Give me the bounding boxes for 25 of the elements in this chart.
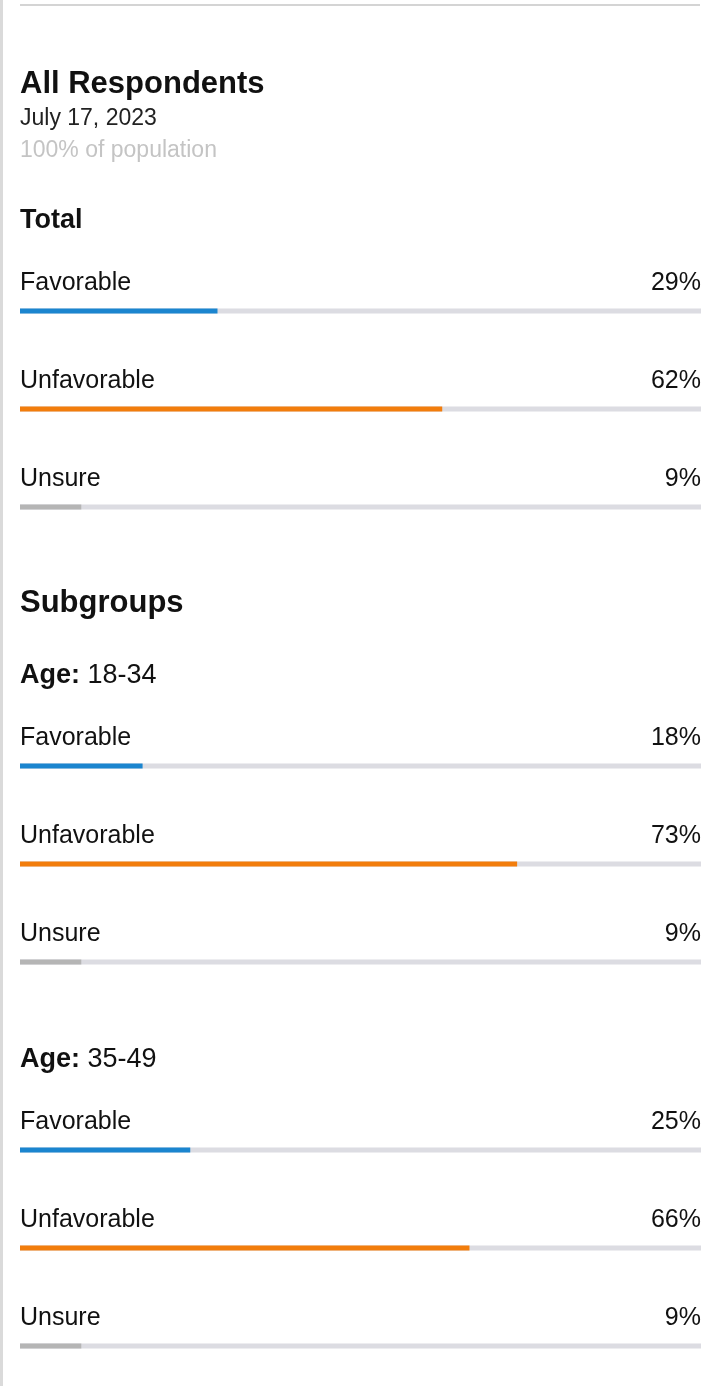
text: 100% of population [20,136,217,162]
y-tick-label: Favorable [20,722,132,750]
y-tick-label: Favorable [20,267,132,295]
text: July 17, 2023 [20,104,157,130]
y-tick-label: Unfavorable [20,820,155,848]
y-tick-label: Unfavorable [20,365,155,393]
data-label: 9% [664,463,701,491]
data-label: 29% [650,267,701,295]
y-tick-label: Unfavorable [20,1204,155,1232]
data-label: 18% [650,722,701,750]
chart-title: Age: 35-49 [20,1043,157,1073]
y-tick-label: Unsure [20,463,101,491]
data-label: 9% [664,918,701,946]
text: All Respondents [20,65,265,100]
chart-title: Age: 18-34 [20,659,157,689]
text: Subgroups [20,584,184,619]
data-label: 9% [664,1302,701,1330]
y-tick-label: Favorable [20,1106,132,1134]
data-label: 25% [650,1106,701,1134]
data-label: 62% [650,365,701,393]
data-label: 73% [650,820,701,848]
y-tick-label: Unsure [20,1302,101,1330]
data-label: 66% [650,1204,701,1232]
chart-title: Total [20,204,83,234]
y-tick-label: Unsure [20,918,101,946]
